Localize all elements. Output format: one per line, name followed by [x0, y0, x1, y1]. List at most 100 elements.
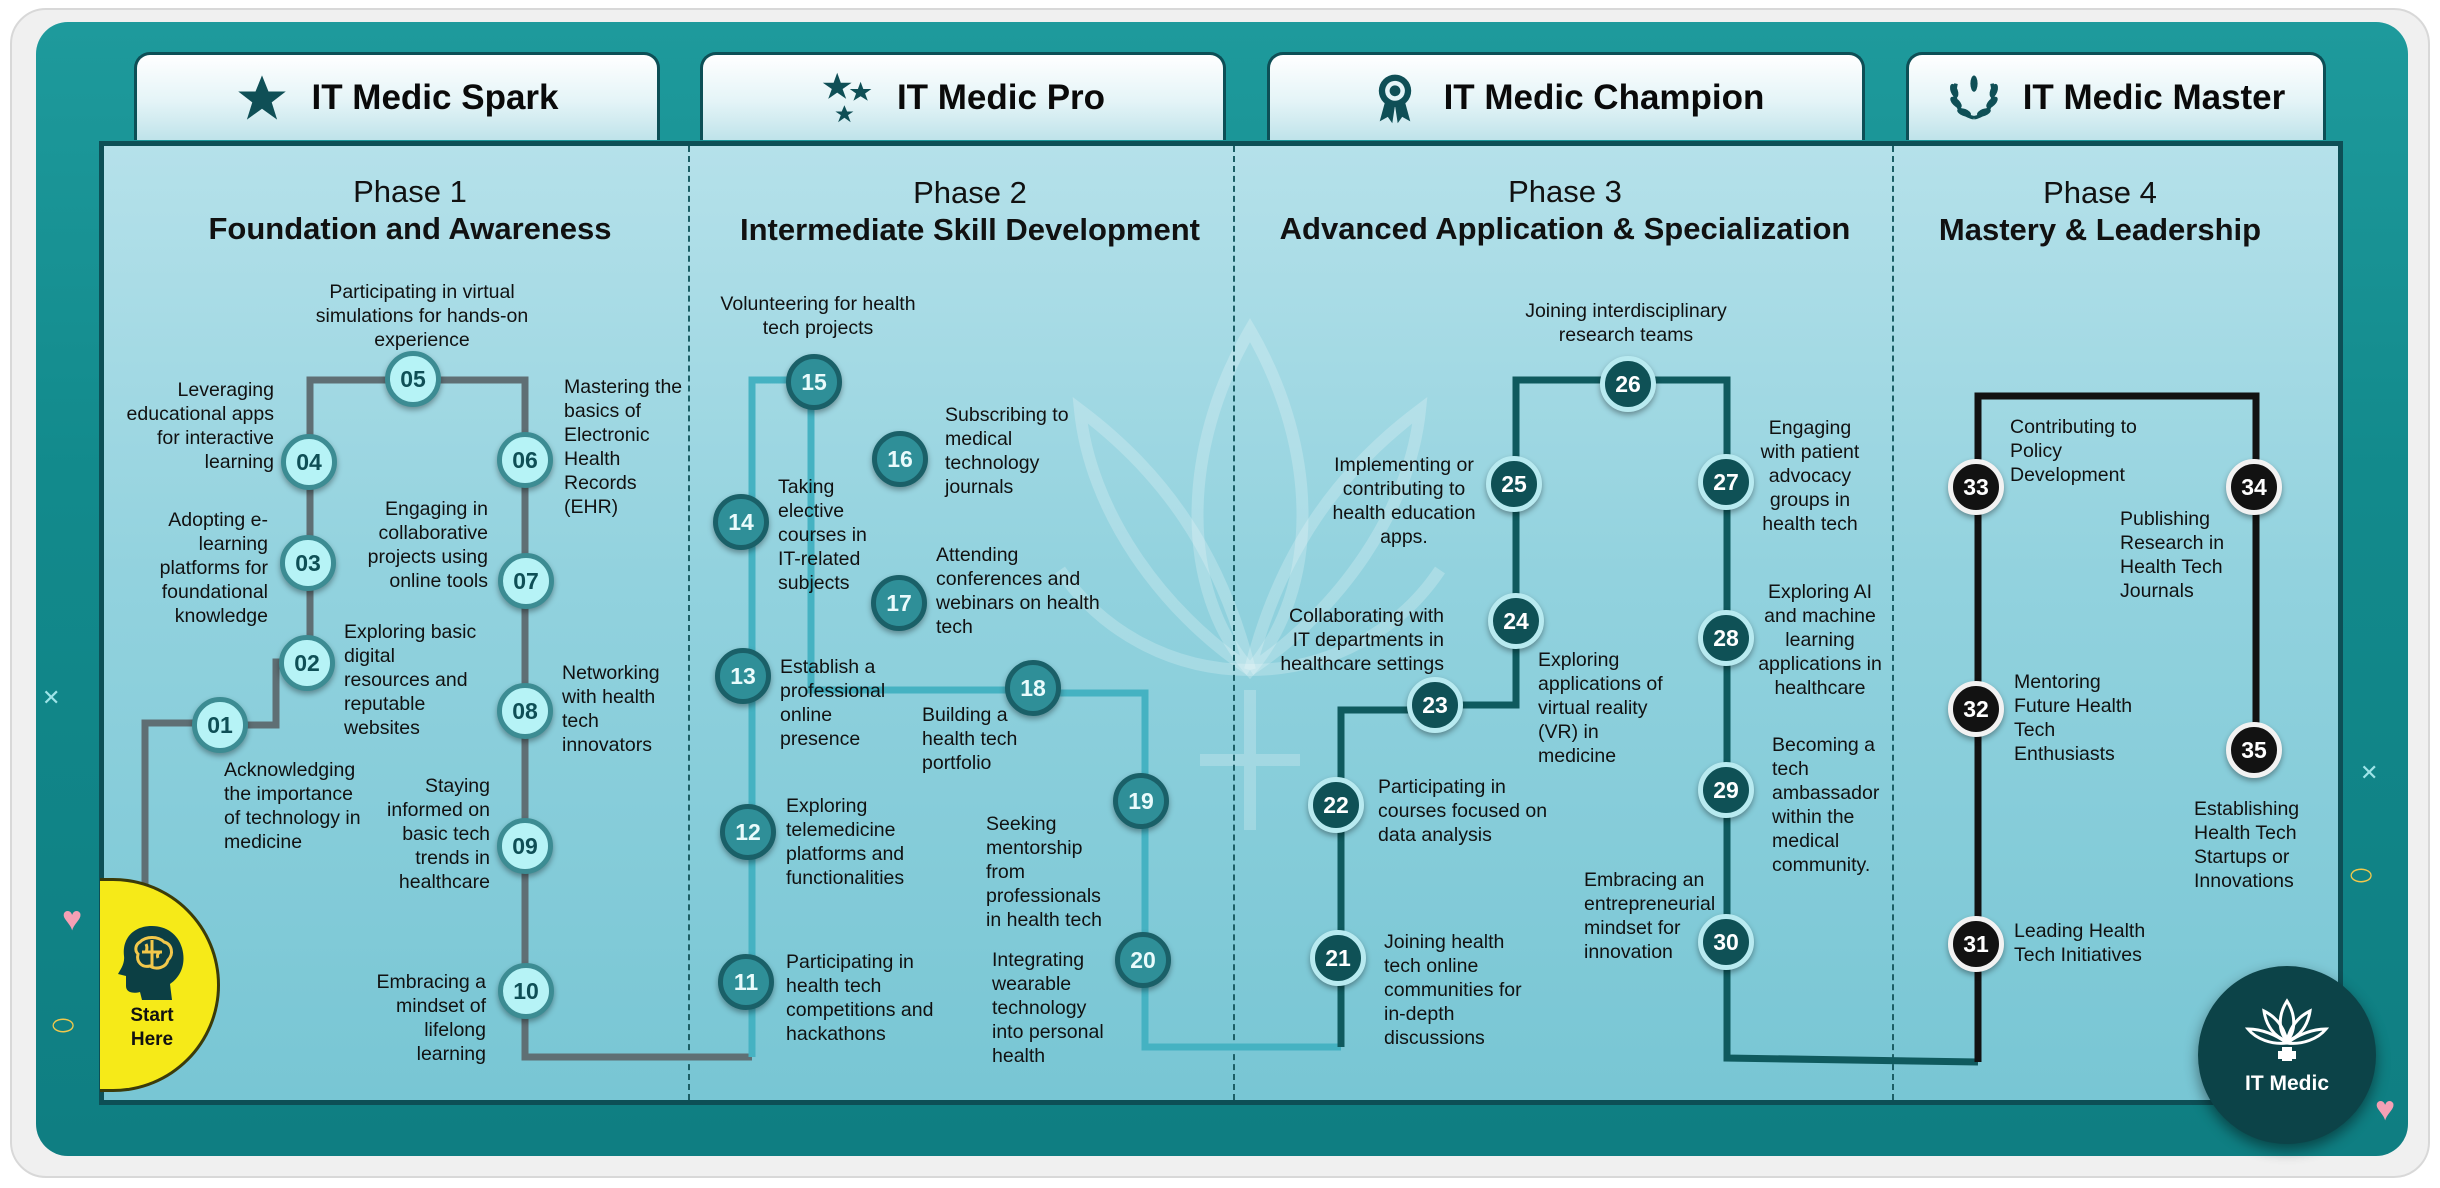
phase-number: Phase 4	[2043, 175, 2157, 210]
step-node[interactable]: 01	[192, 697, 248, 753]
step-node[interactable]: 14	[713, 494, 769, 550]
plus-icon: ✕	[42, 685, 61, 710]
step-node[interactable]: 34	[2226, 459, 2282, 515]
step-node[interactable]: 26	[1600, 356, 1656, 412]
step-label: Integrating wearable technology into per…	[992, 949, 1104, 1067]
heart-icon: ♥	[62, 900, 83, 938]
tab-it-medic-master[interactable]: IT Medic Master	[1906, 52, 2326, 140]
step-node[interactable]: 24	[1488, 593, 1544, 649]
step-label: Mentoring Future Health Tech Enthusiasts	[2014, 671, 2133, 765]
pill-icon: ⬭	[52, 1010, 75, 1040]
step-label: Staying informed on basic tech trends in…	[387, 775, 490, 893]
step-node[interactable]: 02	[279, 635, 335, 691]
step-node[interactable]: 29	[1698, 762, 1754, 818]
step-label: Participating in health tech competition…	[786, 951, 934, 1045]
award-ribbon-icon	[1378, 74, 1411, 123]
phase-3-heading: Phase 3 Advanced Application & Specializ…	[1235, 173, 1895, 247]
tab-label: IT Medic Champion	[1443, 77, 1765, 117]
step-label: Establishing Health Tech Startups or Inn…	[2194, 798, 2300, 892]
step-node[interactable]: 32	[1948, 681, 2004, 737]
phase-number: Phase 2	[913, 175, 1027, 210]
step-label: Acknowledging the importance of technolo…	[224, 759, 361, 853]
step-label: Participating in virtual simulations for…	[315, 281, 529, 351]
step-label: Embracing an entrepreneurial mindset for…	[1584, 869, 1716, 963]
tab-label: IT Medic Spark	[311, 77, 559, 117]
step-node[interactable]: 04	[281, 434, 337, 490]
step-node[interactable]: 13	[715, 648, 771, 704]
lotus-medical-cross-icon	[2244, 998, 2330, 1061]
step-node[interactable]: 19	[1113, 773, 1169, 829]
phase-2-heading: Phase 2 Intermediate Skill Development	[690, 174, 1250, 248]
step-node[interactable]: 18	[1005, 660, 1061, 716]
step-node[interactable]: 22	[1308, 777, 1364, 833]
tab-label: IT Medic Pro	[896, 77, 1106, 117]
step-label: Contributing to Policy Development	[2010, 416, 2137, 486]
step-label: Exploring telemedicine platforms and fun…	[786, 795, 905, 889]
phase-1-heading: Phase 1 Foundation and Awareness	[150, 173, 670, 247]
step-label: Establish a professional online presence	[780, 656, 886, 750]
step-node[interactable]: 15	[786, 354, 842, 410]
step-node[interactable]: 11	[718, 954, 774, 1010]
step-label: Leading Health Tech Initiatives	[2014, 920, 2146, 966]
phase-4-heading: Phase 4 Mastery & Leadership	[1900, 174, 2300, 248]
phase-title: Foundation and Awareness	[208, 211, 612, 246]
tab-it-medic-champion[interactable]: IT Medic Champion	[1267, 52, 1865, 140]
step-label: Leveraging educational apps for interact…	[126, 379, 274, 473]
step-node[interactable]: 06	[497, 432, 553, 488]
step-node[interactable]: 27	[1698, 454, 1754, 510]
step-label: Mastering the basics of Electronic Healt…	[564, 376, 683, 518]
step-label: Becoming a tech ambassador within the me…	[1772, 734, 1880, 876]
phase-title: Intermediate Skill Development	[740, 212, 1200, 247]
laurel-wreath-icon	[1949, 75, 1998, 120]
step-label: Implementing or contributing to health e…	[1332, 454, 1476, 548]
step-node[interactable]: 21	[1310, 930, 1366, 986]
start-label: Start Here	[130, 1005, 174, 1050]
step-node[interactable]: 03	[280, 535, 336, 591]
step-node[interactable]: 10	[498, 963, 554, 1019]
step-node[interactable]: 20	[1115, 932, 1171, 988]
step-node[interactable]: 31	[1948, 916, 2004, 972]
step-node[interactable]: 33	[1948, 459, 2004, 515]
step-node[interactable]: 28	[1698, 610, 1754, 666]
step-label: Collaborating with IT departments in hea…	[1280, 605, 1444, 675]
step-node[interactable]: 12	[720, 804, 776, 860]
step-node[interactable]: 08	[497, 683, 553, 739]
step-label: Exploring AI and machine learning applic…	[1758, 581, 1882, 699]
step-node[interactable]: 30	[1698, 914, 1754, 970]
phase-number: Phase 3	[1508, 174, 1622, 209]
step-node[interactable]: 07	[498, 553, 554, 609]
step-label: Building a health tech portfolio	[922, 704, 1018, 774]
phase-divider	[688, 146, 690, 1100]
step-label: Seeking mentorship from professionals in…	[986, 813, 1103, 931]
tab-label: IT Medic Master	[2022, 77, 2286, 117]
tab-it-medic-pro[interactable]: IT Medic Pro	[700, 52, 1226, 140]
logo-label: IT Medic	[2244, 1072, 2329, 1095]
step-node[interactable]: 05	[385, 351, 441, 407]
step-label: Exploring applications of virtual realit…	[1538, 649, 1663, 767]
phase-title: Mastery & Leadership	[1938, 212, 2262, 247]
step-node[interactable]: 09	[497, 818, 553, 874]
plus-icon: ✕	[2360, 760, 2379, 785]
step-node[interactable]: 23	[1407, 677, 1463, 733]
step-node[interactable]: 35	[2226, 722, 2282, 778]
step-node[interactable]: 25	[1486, 456, 1542, 512]
step-label: Engaging in collaborative projects using…	[367, 498, 488, 592]
step-label: Volunteering for health tech projects	[720, 293, 916, 339]
step-node[interactable]: 17	[871, 575, 927, 631]
step-label: Networking with health tech innovators	[562, 662, 660, 756]
step-label: Joining health tech online communities f…	[1384, 931, 1522, 1049]
step-label: Attending conferences and webinars on he…	[936, 544, 1100, 638]
step-node[interactable]: 16	[872, 431, 928, 487]
heart-icon: ♥	[2375, 1090, 2396, 1128]
step-label: Taking elective courses in IT-related su…	[778, 476, 867, 594]
star-icon	[238, 74, 287, 120]
step-label: Subscribing to medical technology journa…	[945, 404, 1069, 498]
phase-number: Phase 1	[353, 174, 467, 209]
tab-it-medic-spark[interactable]: IT Medic Spark	[134, 52, 660, 140]
phase-divider	[1892, 146, 1894, 1100]
lotus-watermark-icon	[1055, 318, 1445, 830]
step-label: Adopting e-learning platforms for founda…	[159, 509, 268, 627]
brain-head-icon	[118, 926, 184, 1000]
stars-icon	[822, 72, 872, 122]
